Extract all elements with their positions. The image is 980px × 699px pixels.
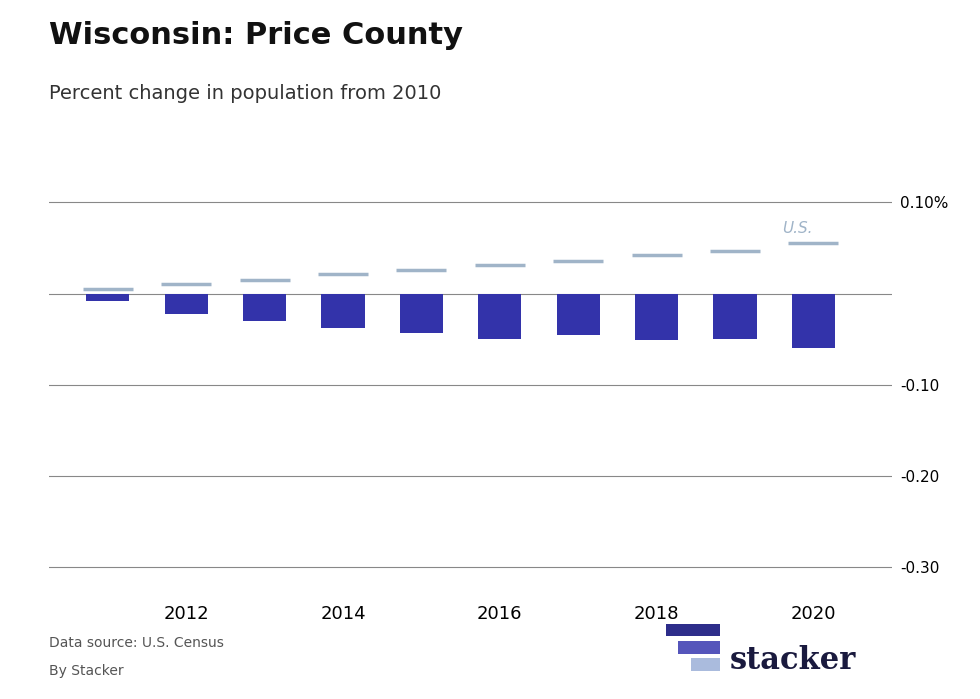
Bar (792, 294, 835, 348)
Bar (713, 294, 757, 339)
Bar (86, 294, 129, 301)
Bar (243, 294, 286, 321)
FancyBboxPatch shape (666, 624, 720, 636)
FancyBboxPatch shape (691, 658, 720, 671)
Text: By Stacker: By Stacker (49, 664, 123, 678)
Bar (478, 294, 521, 339)
FancyBboxPatch shape (678, 641, 720, 654)
Bar (557, 294, 600, 336)
Text: stacker: stacker (730, 645, 857, 676)
Text: Data source: U.S. Census: Data source: U.S. Census (49, 636, 223, 650)
Text: Percent change in population from 2010: Percent change in population from 2010 (49, 84, 441, 103)
Bar (635, 294, 678, 340)
Bar (165, 294, 208, 314)
Bar (321, 294, 365, 328)
Text: U.S.: U.S. (782, 221, 813, 236)
Text: Wisconsin: Price County: Wisconsin: Price County (49, 21, 463, 50)
Bar (400, 294, 443, 333)
